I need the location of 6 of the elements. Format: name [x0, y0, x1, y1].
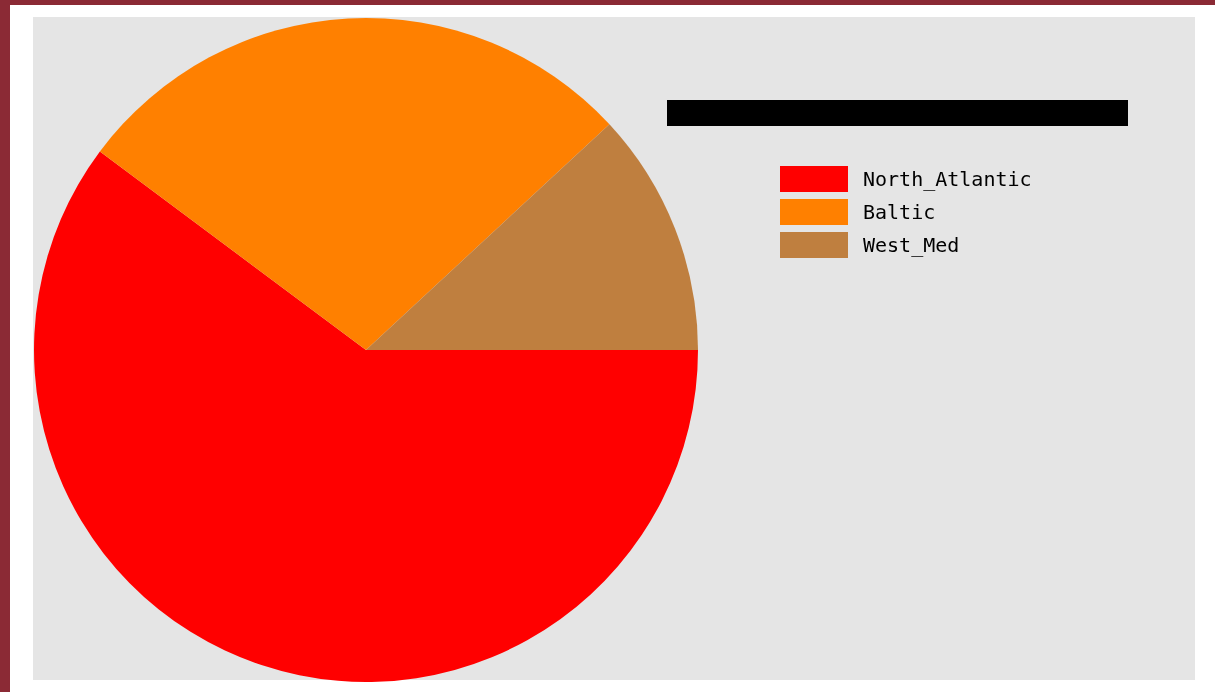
pie-slice: [99, 18, 610, 350]
legend-label: Baltic: [863, 200, 936, 224]
legend-label: North_Atlantic: [863, 167, 1032, 191]
pie-slice: [366, 124, 698, 350]
pie-slice: [34, 151, 698, 682]
legend-label: West_Med: [863, 233, 960, 257]
